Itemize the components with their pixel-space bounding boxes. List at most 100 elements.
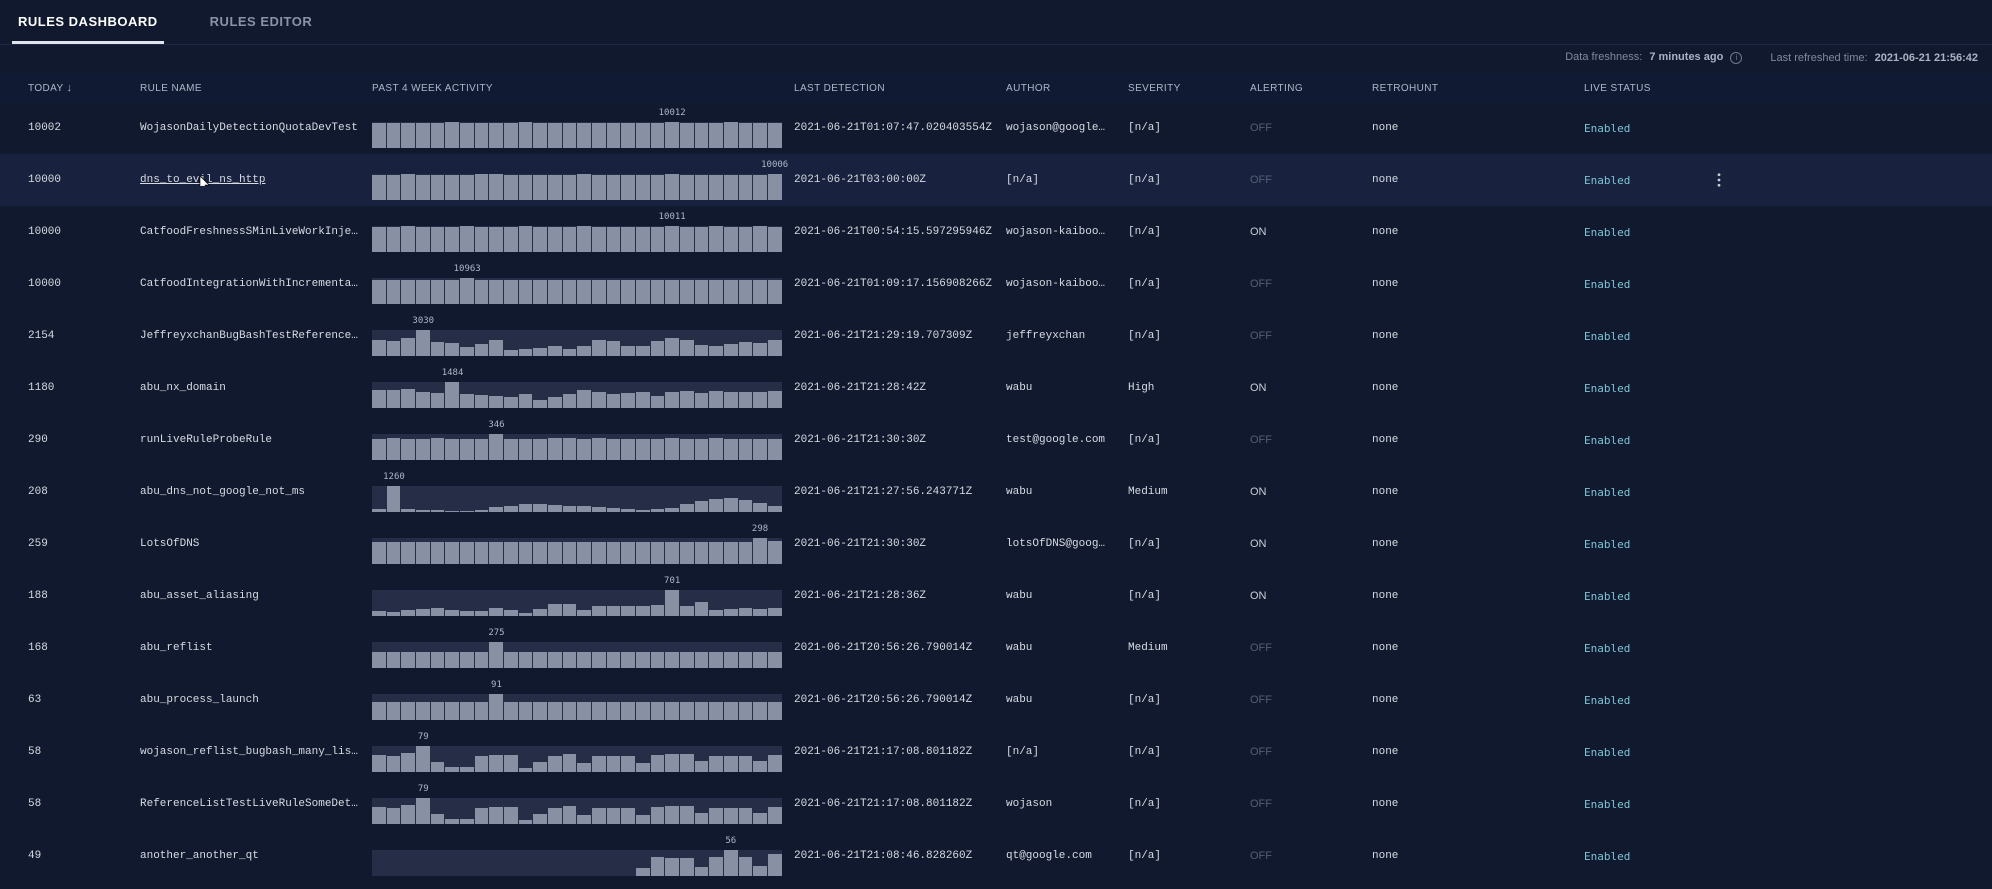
chart-bar xyxy=(533,702,547,720)
chart-bar xyxy=(416,798,430,824)
chart-bar xyxy=(416,123,430,148)
kebab-icon[interactable] xyxy=(1712,173,1726,187)
chart-bar xyxy=(665,754,679,772)
col-activity[interactable]: PAST 4 WEEK ACTIVITY xyxy=(372,83,782,94)
rule-name-link[interactable]: abu_nx_domain xyxy=(140,382,226,394)
col-last-detection[interactable]: LAST DETECTION xyxy=(794,83,994,94)
cell-today: 1180 xyxy=(28,382,128,394)
rule-name-link[interactable]: CatfoodFreshnessSMinLiveWorkInjector xyxy=(140,226,360,238)
cell-alerting: OFF xyxy=(1250,642,1360,654)
col-author[interactable]: AUTHOR xyxy=(1006,83,1116,94)
col-live-status[interactable]: LIVE STATUS xyxy=(1584,83,1674,94)
col-today[interactable]: TODAY↓ xyxy=(28,82,128,94)
table-row[interactable]: 290runLiveRuleProbeRule3462021-06-21T21:… xyxy=(0,414,1992,466)
rule-name-link[interactable]: ReferenceListTestLiveRuleSomeDetections xyxy=(140,798,360,810)
chart-bar xyxy=(695,501,709,512)
cell-live-status: Enabled xyxy=(1584,746,1674,759)
table-row[interactable]: 168abu_reflist2752021-06-21T20:56:26.790… xyxy=(0,622,1992,674)
cell-last-detection: 2021-06-21T21:17:08.801182Z xyxy=(794,798,994,810)
col-retrohunt[interactable]: RETROHUNT xyxy=(1372,83,1572,94)
chart-bar xyxy=(709,857,723,876)
tab-rules-editor[interactable]: RULES EDITOR xyxy=(204,0,319,44)
chart-bar xyxy=(753,392,767,408)
chart-bar xyxy=(387,280,401,304)
chart-bar xyxy=(739,392,753,408)
activity-chart: 10011 xyxy=(372,212,782,252)
info-icon[interactable]: i xyxy=(1730,52,1742,64)
table-row[interactable]: 188abu_asset_aliasing7012021-06-21T21:28… xyxy=(0,570,1992,622)
table-row[interactable]: 63abu_process_launch912021-06-21T20:56:2… xyxy=(0,674,1992,726)
chart-bar xyxy=(636,439,650,460)
tab-rules-dashboard[interactable]: RULES DASHBOARD xyxy=(12,0,164,44)
chart-bar xyxy=(401,338,415,356)
col-rule-name[interactable]: RULE NAME xyxy=(140,83,360,94)
rule-name-link[interactable]: another_another_qt xyxy=(140,850,259,862)
rule-name-link[interactable]: abu_process_launch xyxy=(140,694,259,706)
rule-name-link[interactable]: abu_reflist xyxy=(140,642,213,654)
cell-alerting: OFF xyxy=(1250,122,1360,134)
cell-severity: [n/a] xyxy=(1128,850,1238,862)
chart-bar xyxy=(519,820,533,824)
rule-name-link[interactable]: runLiveRuleProbeRule xyxy=(140,434,272,446)
chart-bar xyxy=(724,122,738,148)
rule-name-link[interactable]: CatfoodIntegrationWithIncrementalPipelin… xyxy=(140,278,360,290)
cell-live-status: Enabled xyxy=(1584,590,1674,603)
chart-bar xyxy=(636,123,650,148)
table-row[interactable]: 1180abu_nx_domain14842021-06-21T21:28:42… xyxy=(0,362,1992,414)
table-row[interactable]: 10000 CatfoodFreshnessSMinLiveWorkInjecto… xyxy=(0,206,1992,258)
cell-retrohunt: none xyxy=(1372,330,1572,342)
chart-bar xyxy=(416,609,430,616)
chart-bar xyxy=(621,393,635,408)
table-row[interactable]: 49another_another_qt562021-06-21T21:08:4… xyxy=(0,830,1992,882)
chart-bar xyxy=(372,175,386,200)
chart-bar xyxy=(548,808,562,824)
chart-bar xyxy=(372,439,386,460)
activity-chart: 701 xyxy=(372,576,782,616)
cell-last-detection: 2021-06-21T00:54:15.597295946Z xyxy=(794,226,994,238)
cell-today: 63 xyxy=(28,694,128,706)
chart-bar xyxy=(533,280,547,304)
rule-name-link[interactable]: wojason_reflist_bugbash_many_lists_used xyxy=(140,746,360,758)
chart-bar xyxy=(592,175,606,200)
chart-bar xyxy=(724,498,738,512)
rule-name-link[interactable]: WojasonDailyDetectionQuotaDevTest xyxy=(140,122,358,134)
rule-name-link[interactable]: dns_to_evil_ns_http xyxy=(140,174,265,186)
rule-name-link[interactable]: abu_dns_not_google_not_ms xyxy=(140,486,305,498)
cell-retrohunt: none xyxy=(1372,382,1572,394)
col-alerting[interactable]: ALERTING xyxy=(1250,83,1360,94)
table-row[interactable]: 10002WojasonDailyDetectionQuotaDevTest10… xyxy=(0,102,1992,154)
cell-severity: [n/a] xyxy=(1128,746,1238,758)
cell-last-detection: 2021-06-21T21:29:19.707309Z xyxy=(794,330,994,342)
cell-author: wabu xyxy=(1006,694,1106,706)
cell-live-status: Enabled xyxy=(1584,174,1674,187)
chart-bar xyxy=(563,438,577,460)
chart-bar xyxy=(460,175,474,200)
chart-bar xyxy=(636,392,650,408)
rule-name-link[interactable]: JeffreyxchanBugBashTestReferenceList xyxy=(140,330,360,342)
cell-today: 10000 xyxy=(28,226,128,238)
rule-name-link[interactable]: LotsOfDNS xyxy=(140,538,199,550)
table-row[interactable]: 58ReferenceListTestLiveRuleSomeDetection… xyxy=(0,778,1992,830)
table-row[interactable]: 10000CatfoodIntegrationWithIncrementalPi… xyxy=(0,258,1992,310)
chart-bar xyxy=(548,280,562,304)
cell-last-detection: 2021-06-21T21:28:36Z xyxy=(794,590,994,602)
chart-bar xyxy=(665,858,679,876)
cell-last-detection: 2021-06-21T21:30:30Z xyxy=(794,538,994,550)
cell-today: 259 xyxy=(28,538,128,550)
chart-bar xyxy=(577,506,591,512)
table-row[interactable]: 2154JeffreyxchanBugBashTestReferenceList… xyxy=(0,310,1992,362)
table-row[interactable]: 259LotsOfDNS2982021-06-21T21:30:30ZlotsO… xyxy=(0,518,1992,570)
table-row[interactable]: 10000dns_to_evil_ns_httpUnknown descript… xyxy=(0,154,1992,206)
chart-bar xyxy=(387,808,401,824)
cell-live-status: Enabled xyxy=(1584,850,1674,863)
table-row[interactable]: 58wojason_reflist_bugbash_many_lists_use… xyxy=(0,726,1992,778)
chart-bar xyxy=(548,542,562,564)
chart-bar xyxy=(489,280,503,304)
chart-bar xyxy=(548,756,562,772)
chart-bar xyxy=(475,227,489,252)
col-severity[interactable]: SEVERITY xyxy=(1128,83,1238,94)
rule-name-link[interactable]: abu_asset_aliasing xyxy=(140,590,259,602)
chart-bar xyxy=(607,702,621,720)
chart-bar xyxy=(372,280,386,304)
table-row[interactable]: 208abu_dns_not_google_not_ms12602021-06-… xyxy=(0,466,1992,518)
